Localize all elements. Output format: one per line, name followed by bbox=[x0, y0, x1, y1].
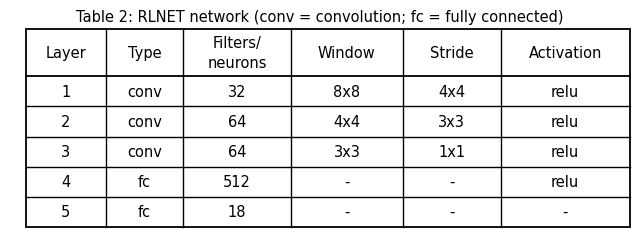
Text: conv: conv bbox=[127, 85, 162, 99]
Text: 64: 64 bbox=[228, 144, 246, 159]
Text: Type: Type bbox=[127, 46, 161, 61]
Text: 1x1: 1x1 bbox=[438, 144, 465, 159]
Text: relu: relu bbox=[551, 144, 579, 159]
Text: fc: fc bbox=[138, 174, 151, 189]
Text: Stride: Stride bbox=[430, 46, 474, 61]
Text: Filters/
neurons: Filters/ neurons bbox=[207, 36, 267, 71]
Text: 1: 1 bbox=[61, 85, 70, 99]
Text: conv: conv bbox=[127, 114, 162, 129]
Text: 64: 64 bbox=[228, 114, 246, 129]
Text: 2: 2 bbox=[61, 114, 70, 129]
Text: -: - bbox=[344, 174, 349, 189]
Bar bbox=[26, 30, 630, 227]
Text: 3: 3 bbox=[61, 144, 70, 159]
Text: 18: 18 bbox=[228, 204, 246, 219]
Text: Table 2: RLNET network (conv = convolution; fc = fully connected): Table 2: RLNET network (conv = convoluti… bbox=[76, 10, 564, 25]
Text: Layer: Layer bbox=[45, 46, 86, 61]
Text: Window: Window bbox=[318, 46, 376, 61]
Text: 4: 4 bbox=[61, 174, 70, 189]
Text: 4x4: 4x4 bbox=[333, 114, 360, 129]
Text: conv: conv bbox=[127, 144, 162, 159]
Text: -: - bbox=[449, 204, 454, 219]
Text: fc: fc bbox=[138, 204, 151, 219]
Text: 3x3: 3x3 bbox=[333, 144, 360, 159]
Text: relu: relu bbox=[551, 174, 579, 189]
Text: 8x8: 8x8 bbox=[333, 85, 360, 99]
Text: 4x4: 4x4 bbox=[438, 85, 465, 99]
Text: relu: relu bbox=[551, 114, 579, 129]
Text: 32: 32 bbox=[228, 85, 246, 99]
Text: -: - bbox=[344, 204, 349, 219]
Text: -: - bbox=[563, 204, 568, 219]
Text: 3x3: 3x3 bbox=[438, 114, 465, 129]
Text: 512: 512 bbox=[223, 174, 251, 189]
Text: relu: relu bbox=[551, 85, 579, 99]
Text: Activation: Activation bbox=[529, 46, 602, 61]
Text: -: - bbox=[449, 174, 454, 189]
Text: 5: 5 bbox=[61, 204, 70, 219]
